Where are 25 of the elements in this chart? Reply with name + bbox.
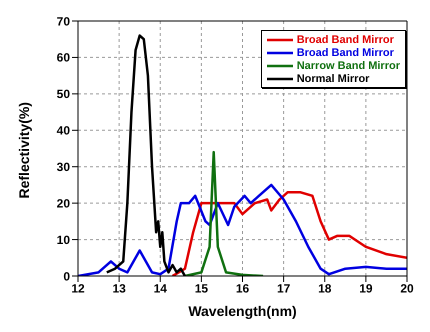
x-tick-label: 14 [154,282,168,296]
x-tick-label: 16 [236,282,250,296]
x-tick-label: 15 [194,282,208,296]
y-tick-label: 0 [63,269,70,284]
y-tick-label: 20 [56,196,70,210]
line-series [171,190,407,276]
legend-label: Broad Band Mirror [296,34,394,46]
y-axis-title: Reflectivity(%) [16,102,32,198]
y-tick-label: 60 [56,50,70,65]
x-tick-label: 12 [71,282,85,296]
y-tick-label: 10 [56,232,70,247]
legend-label: Narrow Band Mirror [296,60,400,72]
legend-label: Broad Band Mirror [296,46,394,58]
y-tick-label: 40 [56,124,70,138]
x-tick-label: 20 [400,282,414,296]
legend-label: Normal Mirror [296,72,370,84]
x-tick-label: 18 [318,282,332,296]
y-tick-label: 70 [56,14,70,28]
y-tick-label: 50 [56,87,70,102]
x-tick-label: 19 [359,282,373,296]
x-axis-title: Wavelength(nm) [188,303,297,319]
x-tick-label: 17 [276,282,291,296]
line-series [184,150,264,276]
y-tick-label: 30 [56,160,70,174]
x-tick-label: 13 [112,282,126,296]
